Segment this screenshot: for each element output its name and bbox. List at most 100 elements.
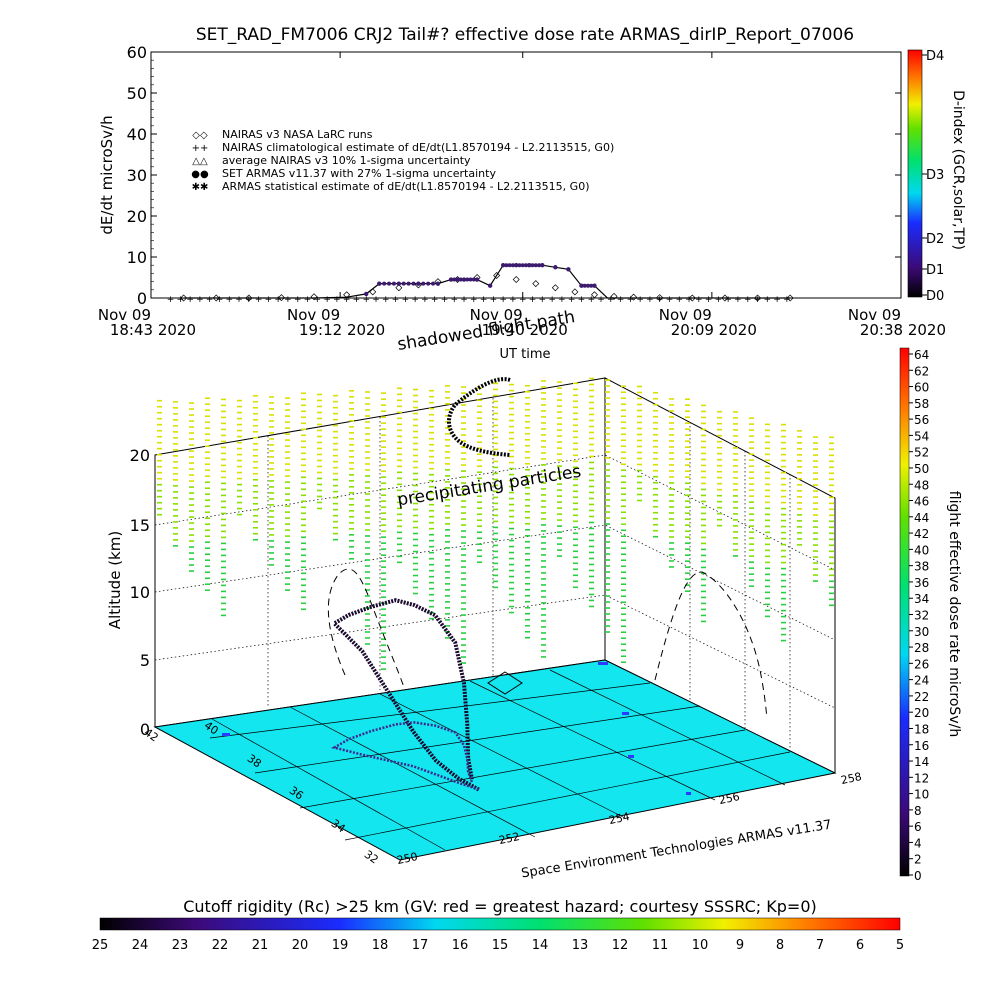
particle-mark: [637, 451, 642, 454]
particle-mark: [749, 477, 754, 479]
particle-mark: [269, 444, 274, 446]
particle-mark: [461, 644, 466, 646]
particle-mark: [301, 596, 306, 599]
particle-mark: [269, 480, 274, 482]
particle-mark: [221, 410, 226, 413]
current-position-marker: [487, 671, 523, 695]
particle-mark: [189, 534, 194, 536]
rc-tick-label: 13: [572, 938, 589, 953]
rc-tick-label: 10: [692, 938, 709, 953]
particle-mark: [605, 541, 610, 543]
precipitating-particles: [157, 377, 834, 670]
particle-mark: [269, 534, 274, 536]
particle-mark: [237, 447, 242, 450]
baseline-plus-marker: +: [636, 295, 644, 305]
particle-mark: [653, 457, 658, 460]
particle-mark: [173, 527, 178, 529]
particle-mark: [445, 619, 450, 621]
particle-mark: [413, 514, 418, 517]
particle-mark: [397, 423, 402, 426]
baseline-plus-marker: +: [675, 295, 683, 305]
particle-mark: [269, 396, 274, 398]
particle-mark: [461, 398, 466, 400]
particle-mark: [621, 421, 626, 424]
particle-mark: [461, 554, 466, 556]
rc-tick-label: 9: [736, 938, 744, 953]
particle-mark: [589, 467, 594, 470]
particle-mark: [429, 407, 434, 410]
particle-mark: [301, 566, 306, 569]
baseline-plus-marker: +: [167, 295, 175, 305]
particle-mark: [701, 554, 706, 557]
particle-mark: [669, 530, 674, 532]
particle-mark: [573, 424, 578, 427]
particle-mark: [429, 587, 434, 590]
dose-tick-label: 54: [914, 429, 929, 443]
particle-mark: [445, 451, 450, 453]
particle-mark: [541, 440, 546, 442]
particle-mark: [733, 495, 738, 497]
x-tick-date: Nov 09: [659, 306, 712, 324]
particle-mark: [413, 472, 418, 475]
particle-mark: [397, 399, 402, 402]
particle-mark: [669, 488, 674, 490]
particle-mark: [461, 482, 466, 484]
particle-mark: [365, 559, 370, 561]
particle-mark: [461, 632, 466, 634]
particle-mark: [477, 435, 482, 438]
particle-mark: [205, 439, 210, 442]
particle-mark: [701, 584, 706, 587]
baseline-plus-marker: +: [646, 295, 654, 305]
particle-mark: [573, 478, 578, 481]
particle-mark: [829, 604, 834, 607]
particle-mark: [557, 525, 562, 527]
particle-mark: [525, 522, 530, 525]
particle-mark: [445, 535, 450, 537]
armas-point: [514, 263, 519, 268]
particle-mark: [701, 458, 706, 461]
particle-mark: [557, 549, 562, 551]
particle-mark: [733, 555, 738, 557]
particle-mark: [829, 574, 834, 577]
particle-mark: [365, 499, 370, 501]
particle-mark: [509, 479, 514, 482]
particle-mark: [429, 389, 434, 392]
longitude-tick-label: 254: [608, 810, 631, 827]
baseline-plus-marker: +: [343, 295, 351, 305]
particle-mark: [621, 439, 626, 442]
particle-mark: [509, 581, 514, 584]
particle-mark: [253, 532, 258, 535]
particle-mark: [541, 458, 546, 460]
baseline-plus-marker: +: [362, 295, 370, 305]
particle-mark: [429, 437, 434, 440]
particle-mark: [333, 532, 338, 535]
particle-mark: [413, 460, 418, 463]
particle-mark: [797, 544, 802, 546]
particle-mark: [669, 542, 674, 544]
particle-mark: [749, 459, 754, 461]
baseline-plus-marker: +: [499, 295, 507, 305]
particle-mark: [605, 481, 610, 483]
particle-mark: [685, 536, 690, 538]
particle-mark: [333, 514, 338, 517]
particle-mark: [445, 607, 450, 609]
dindex-tick-label: D3: [926, 168, 944, 183]
particle-mark: [749, 585, 754, 587]
particle-mark: [573, 550, 578, 553]
particle-mark: [765, 429, 770, 432]
particle-mark: [765, 447, 770, 450]
particle-mark: [589, 407, 594, 410]
dose-tick-label: 38: [914, 560, 929, 574]
dose-colorbar: [899, 347, 910, 877]
armas-point: [465, 277, 470, 282]
particle-mark: [829, 472, 834, 475]
particle-mark: [381, 482, 386, 484]
particle-mark: [253, 508, 258, 511]
particle-mark: [573, 460, 578, 463]
particle-mark: [397, 555, 402, 558]
ground-specks: [222, 662, 691, 795]
particle-mark: [429, 605, 434, 608]
particle-mark: [445, 403, 450, 405]
particle-mark: [509, 557, 514, 560]
particle-mark: [653, 535, 658, 538]
